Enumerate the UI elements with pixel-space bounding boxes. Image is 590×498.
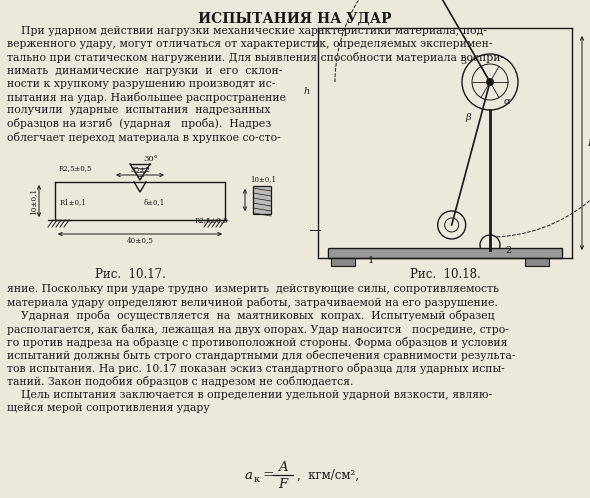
Text: получили  ударные  испытания  надрезанных: получили ударные испытания надрезанных <box>7 105 270 115</box>
Text: α: α <box>504 97 510 106</box>
Text: A: A <box>278 461 288 474</box>
Text: R2,5±0,5: R2,5±0,5 <box>195 216 228 224</box>
Text: образцов на изгиб  (ударная   проба).  Надрез: образцов на изгиб (ударная проба). Надре… <box>7 119 271 129</box>
Bar <box>328 248 562 258</box>
Text: яние. Поскольку при ударе трудно  измерить  действующие силы, сопротивляемость: яние. Поскольку при ударе трудно измерит… <box>7 284 499 294</box>
Text: Рис.  10.17.: Рис. 10.17. <box>94 268 165 281</box>
Text: 2: 2 <box>505 246 512 255</box>
Text: δ±0,1: δ±0,1 <box>144 198 165 206</box>
Text: ИСПЫТАНИЯ НА УДАР: ИСПЫТАНИЯ НА УДАР <box>198 11 392 25</box>
Text: a: a <box>245 469 253 482</box>
Text: 30°: 30° <box>143 155 158 163</box>
Text: 3: 3 <box>460 57 466 66</box>
Text: располагается, как балка, лежащая на двух опорах. Удар наносится   посредине, ст: располагается, как балка, лежащая на дву… <box>7 324 509 335</box>
Text: Цель испытания заключается в определении удельной ударной вязкости, являю-: Цель испытания заключается в определении… <box>7 389 492 399</box>
Text: ности к хрупкому разрушению производят ис-: ности к хрупкому разрушению производят и… <box>7 79 276 89</box>
Text: 55±2: 55±2 <box>130 166 150 174</box>
Text: Рис.  10.18.: Рис. 10.18. <box>409 268 480 281</box>
Text: облегчает переход материала в хрупкое со-сто-: облегчает переход материала в хрупкое со… <box>7 131 281 142</box>
Text: R1±0,1: R1±0,1 <box>60 198 87 206</box>
Text: нимать  динамические  нагрузки  и  его  склон-: нимать динамические нагрузки и его склон… <box>7 66 283 76</box>
Text: 10±0,1: 10±0,1 <box>250 175 276 183</box>
Text: тов испытания. На рис. 10.17 показан эскиз стандартного образца для ударных испы: тов испытания. На рис. 10.17 показан эск… <box>7 363 505 374</box>
Text: таний. Закон подобия образцов с надрезом не соблюдается.: таний. Закон подобия образцов с надрезом… <box>7 376 353 387</box>
Circle shape <box>438 211 466 239</box>
Bar <box>253 186 271 214</box>
Text: го против надреза на образце с противоположной стороны. Форма образцов и условия: го против надреза на образце с противопо… <box>7 337 507 348</box>
Text: 1: 1 <box>368 256 374 265</box>
Text: испытаний должны быть строго стандартными для обеспечения сравнимости результа-: испытаний должны быть строго стандартным… <box>7 350 516 361</box>
Text: =: = <box>263 468 274 482</box>
Text: Ударная  проба  осуществляется  на  маятниковых  копрах.  Испытуемый образец: Ударная проба осуществляется на маятнико… <box>7 310 494 321</box>
Text: тально при статическом нагружении. Для выявления способности материала воспри-: тально при статическом нагружении. Для в… <box>7 52 504 63</box>
Text: При ударном действии нагрузки механические характеристики материала, под-: При ударном действии нагрузки механическ… <box>7 26 487 36</box>
Text: 10±0,1: 10±0,1 <box>29 187 37 215</box>
Text: h: h <box>304 88 310 97</box>
Text: верженного удару, могут отличаться от характеристик, определяемых эксперимен-: верженного удару, могут отличаться от ха… <box>7 39 493 49</box>
Bar <box>331 258 355 266</box>
Circle shape <box>480 235 500 255</box>
Text: H: H <box>587 138 590 147</box>
Text: F: F <box>278 478 288 491</box>
Text: β: β <box>465 113 471 122</box>
Circle shape <box>462 54 518 110</box>
Text: R2,5±0,5: R2,5±0,5 <box>59 164 93 172</box>
Text: к: к <box>254 475 260 484</box>
Circle shape <box>486 78 494 86</box>
Text: 40±0,5: 40±0,5 <box>127 236 153 244</box>
Bar <box>525 258 549 266</box>
Text: материала удару определяют величиной работы, затрачиваемой на его разрушение.: материала удару определяют величиной раб… <box>7 297 498 308</box>
Text: ,  кгм/см²,: , кгм/см², <box>297 469 359 482</box>
Text: пытания на удар. Наибольшее распространение: пытания на удар. Наибольшее распростране… <box>7 92 286 103</box>
Text: щейся мерой сопротивления удару: щейся мерой сопротивления удару <box>7 403 210 413</box>
